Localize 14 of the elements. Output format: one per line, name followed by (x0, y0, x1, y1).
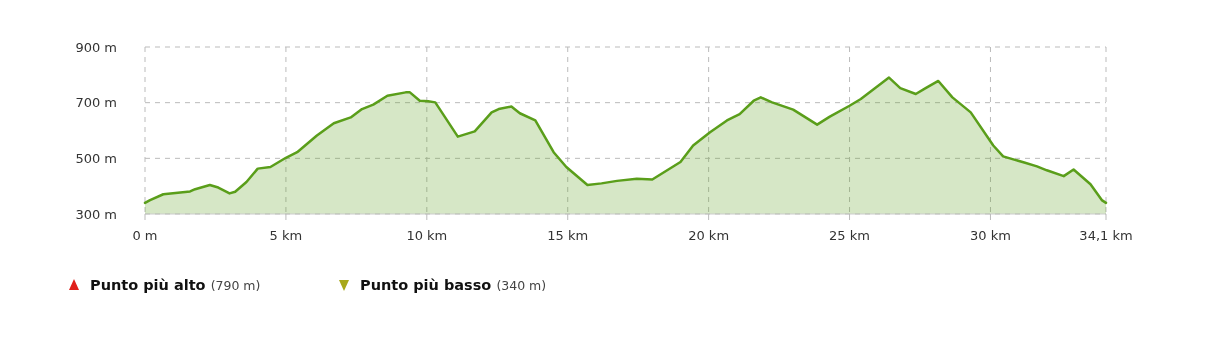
y-tick-label: 900 m (75, 39, 117, 55)
x-tick-label: 30 km (970, 228, 1011, 243)
x-tick-label: 25 km (829, 228, 870, 243)
y-tick-label: 500 m (75, 150, 117, 166)
x-tick-label: 5 km (269, 228, 303, 243)
text: Punto più basso (340 m) (360, 277, 547, 293)
x-tick-label: 20 km (688, 228, 730, 243)
x-tick-label: 10 km (406, 228, 448, 243)
y-tick-label: 700 m (75, 95, 117, 111)
x-tick-label: 34,1 km (1079, 228, 1133, 243)
y-tick-label: 300 m (75, 206, 117, 222)
x-tick-label: 0 m (132, 228, 158, 243)
text: Punto più alto (790 m) (90, 277, 261, 293)
x-tick-label: 15 km (547, 228, 589, 243)
